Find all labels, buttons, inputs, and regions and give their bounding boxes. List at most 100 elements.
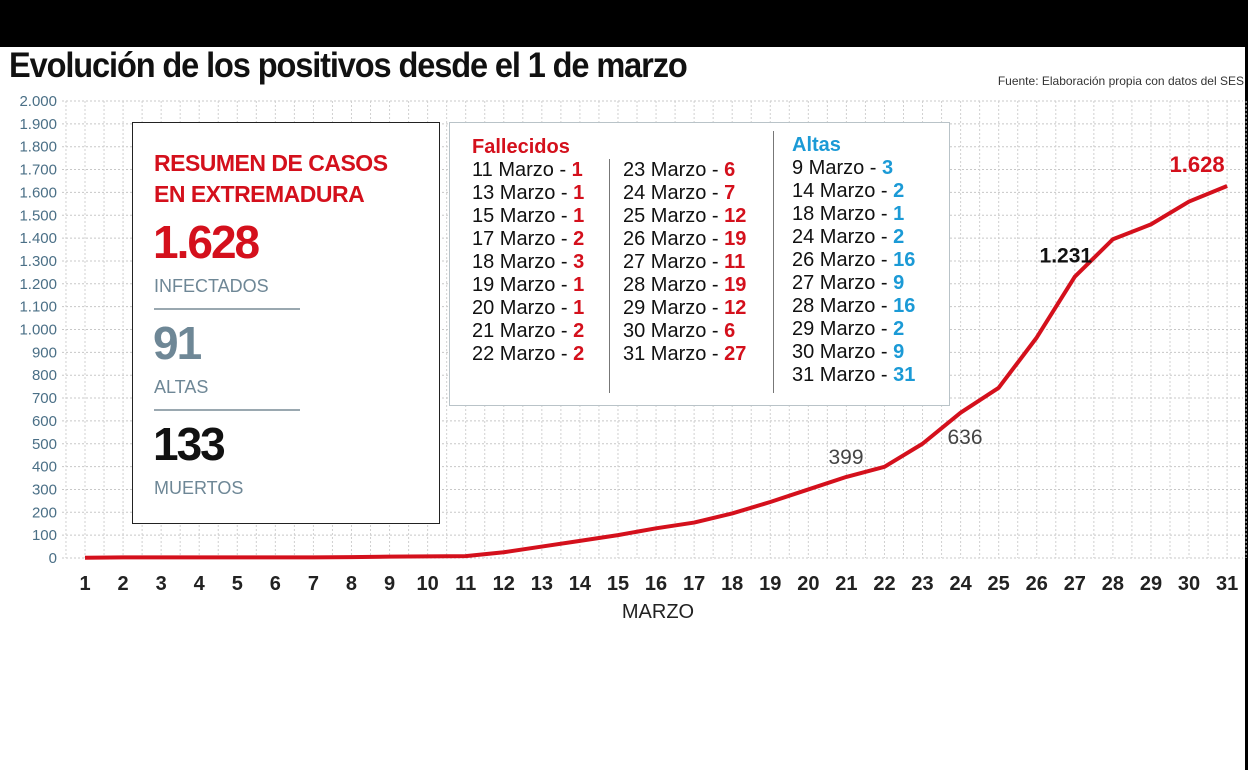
table-row: 24 Marzo - 2 [792, 226, 915, 249]
row-count: 6 [724, 159, 736, 181]
x-tick-label: 13 [531, 573, 553, 595]
y-tick-label: 1.200 [19, 276, 57, 293]
row-count: 1 [573, 182, 585, 204]
x-tick-label: 8 [346, 573, 357, 595]
x-tick-label: 20 [797, 573, 819, 595]
row-date: 26 Marzo - [792, 249, 894, 271]
x-axis-title: MARZO [622, 601, 694, 623]
y-tick-label: 2.000 [19, 93, 57, 110]
row-count: 9 [893, 272, 905, 294]
x-tick-label: 11 [455, 573, 476, 595]
row-count: 27 [724, 343, 747, 365]
x-tick-label: 10 [417, 573, 439, 595]
y-tick-label: 1.900 [19, 116, 57, 133]
table-row: 17 Marzo - 2 [472, 228, 584, 251]
row-date: 15 Marzo - [472, 205, 574, 227]
row-date: 22 Marzo - [472, 343, 574, 365]
table-row: 25 Marzo - 12 [623, 205, 746, 228]
row-count: 19 [724, 274, 747, 296]
x-tick-label: 25 [988, 573, 1010, 595]
summary-box: RESUMEN DE CASOS EN EXTREMADURA 1.628 IN… [132, 122, 440, 524]
x-tick-label: 4 [194, 573, 206, 595]
row-count: 9 [893, 341, 905, 363]
table-row: 28 Marzo - 19 [623, 274, 746, 297]
row-date: 31 Marzo - [792, 364, 894, 386]
table-row: 28 Marzo - 16 [792, 295, 915, 318]
deaths-discharges-table: Fallecidos 11 Marzo - 1 13 Marzo - 1 15 Ma… [449, 122, 950, 406]
data-label: 1.231 [1040, 245, 1093, 268]
data-label: 1.628 [1170, 152, 1225, 177]
row-count: 2 [893, 226, 905, 248]
altas-header: Altas [792, 134, 841, 156]
table-row: 19 Marzo - 1 [472, 274, 584, 297]
table-row: 23 Marzo - 6 [623, 159, 746, 182]
x-tick-label: 27 [1064, 573, 1086, 595]
x-tick-label: 6 [270, 573, 281, 595]
altas-column: Altas 9 Marzo - 3 14 Marzo - 2 18 Marzo - … [792, 134, 915, 387]
row-date: 24 Marzo - [623, 182, 725, 204]
y-tick-label: 600 [32, 413, 57, 430]
table-row: 31 Marzo - 27 [623, 343, 746, 366]
y-tick-label: 1.400 [19, 230, 57, 247]
x-tick-label: 7 [308, 573, 319, 595]
row-count: 19 [724, 228, 747, 250]
y-tick-label: 1.000 [19, 322, 57, 339]
divider [154, 308, 300, 310]
y-tick-label: 1.800 [19, 139, 57, 156]
row-count: 2 [573, 320, 585, 342]
x-tick-label: 5 [232, 573, 243, 595]
row-date: 30 Marzo - [792, 341, 894, 363]
y-tick-label: 200 [32, 504, 57, 521]
x-tick-label: 30 [1178, 573, 1200, 595]
x-tick-label: 28 [1102, 573, 1124, 595]
x-tick-label: 9 [384, 573, 395, 595]
table-row: 26 Marzo - 19 [623, 228, 746, 251]
table-row: 18 Marzo - 1 [792, 203, 915, 226]
x-tick-label: 31 [1216, 573, 1238, 595]
row-date: 14 Marzo - [792, 180, 894, 202]
table-row: 31 Marzo - 31 [792, 364, 915, 387]
row-count: 1 [893, 203, 905, 225]
infectados-label: INFECTADOS [154, 276, 269, 296]
row-count: 2 [573, 228, 585, 250]
row-date: 11 Marzo - [472, 159, 572, 181]
column-divider [609, 159, 610, 393]
x-tick-label: 3 [156, 573, 167, 595]
table-row: 9 Marzo - 3 [792, 157, 915, 180]
row-date: 18 Marzo - [792, 203, 894, 225]
row-count: 7 [724, 182, 736, 204]
table-row: 24 Marzo - 7 [623, 182, 746, 205]
x-tick-label: 2 [118, 573, 129, 595]
heading-line-2: EN EXTREMADURA [154, 181, 365, 207]
top-black-bar [0, 0, 1248, 47]
muertos-value: 133 [153, 418, 226, 470]
row-count: 31 [893, 364, 916, 386]
table-row: 20 Marzo - 1 [472, 297, 584, 320]
row-count: 16 [893, 295, 916, 317]
y-tick-label: 400 [32, 459, 57, 476]
x-tick-label: 21 [835, 573, 857, 595]
row-date: 25 Marzo - [623, 205, 725, 227]
row-date: 29 Marzo - [623, 297, 725, 319]
y-tick-label: 100 [32, 527, 57, 544]
row-date: 27 Marzo - [623, 251, 725, 273]
y-tick-label: 700 [32, 390, 57, 407]
y-tick-label: 800 [32, 367, 57, 384]
x-tick-label: 15 [607, 573, 629, 595]
fallecidos-header: Fallecidos [472, 136, 570, 158]
table-row: 26 Marzo - 16 [792, 249, 915, 272]
row-date: 28 Marzo - [623, 274, 725, 296]
row-count: 12 [724, 297, 747, 319]
data-label: 399 [828, 446, 863, 469]
row-count: 16 [893, 249, 916, 271]
row-date: 26 Marzo - [623, 228, 725, 250]
x-tick-label: 17 [683, 573, 705, 595]
x-tick-label: 14 [569, 573, 592, 595]
row-date: 9 Marzo - [792, 157, 883, 179]
fallecidos-column-1: Fallecidos 11 Marzo - 1 13 Marzo - 1 15 Ma… [472, 136, 584, 366]
row-date: 27 Marzo - [792, 272, 894, 294]
x-tick-label: 23 [911, 573, 933, 595]
row-date: 24 Marzo - [792, 226, 894, 248]
row-date: 23 Marzo - [623, 159, 725, 181]
altas-value: 91 [153, 317, 202, 369]
